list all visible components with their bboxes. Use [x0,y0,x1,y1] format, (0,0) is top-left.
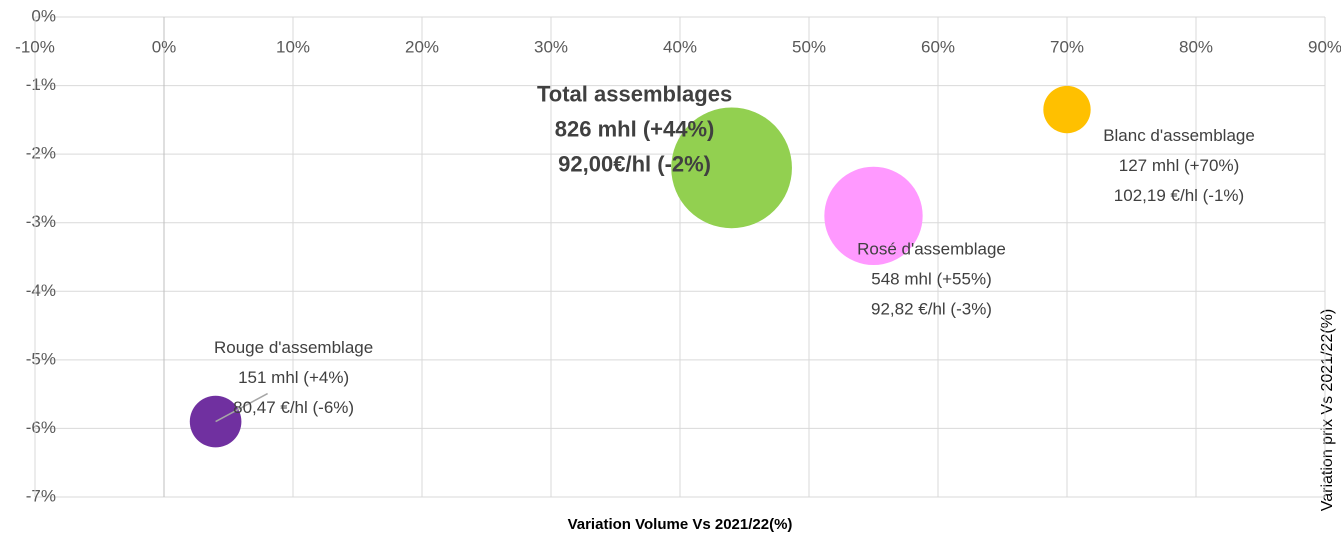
y-tick-label: -5% [26,349,56,368]
x-tick-label: 20% [405,37,439,56]
y-tick-label: -7% [26,486,56,505]
data-label: 80,47 €/hl (-6%) [233,398,354,417]
y-tick-label: -2% [26,144,56,163]
data-label: 548 mhl (+55%) [871,269,991,288]
x-tick-label: 90% [1308,37,1341,56]
data-label: 127 mhl (+70%) [1119,156,1239,175]
data-label-name: Total assemblages [537,82,732,107]
y-tick-label: -4% [26,281,56,300]
data-label-name: Rouge d'assemblage [214,338,373,357]
x-tick-label: 70% [1050,37,1084,56]
y-tick-label: -1% [26,75,56,94]
y-tick-label: -6% [26,418,56,437]
data-label: 151 mhl (+4%) [238,368,349,387]
x-tick-label: 60% [921,37,955,56]
x-tick-label: 10% [276,37,310,56]
data-label: 826 mhl (+44%) [555,117,715,142]
y-tick-label: 0% [31,6,56,25]
bubble [824,166,923,266]
x-axis-title: Variation Volume Vs 2021/22(%) [568,516,793,533]
x-tick-label: 30% [534,37,568,56]
data-label: 92,82 €/hl (-3%) [871,299,992,318]
data-label-name: Rosé d'assemblage [857,239,1006,258]
data-label-name: Blanc d'assemblage [1103,126,1255,145]
data-label: 92,00€/hl (-2%) [558,152,711,177]
x-tick-label: 50% [792,37,826,56]
x-tick-label: -10% [15,37,55,56]
y-tick-label: -3% [26,212,56,231]
x-tick-label: 40% [663,37,697,56]
data-label: 102,19 €/hl (-1%) [1114,186,1244,205]
leader-line [215,392,268,423]
bubble [671,107,792,229]
y-axis-title: Variation prix Vs 2021/22(%) [1319,309,1336,511]
bubble [1043,85,1091,134]
x-tick-label: 0% [152,37,177,56]
x-tick-label: 80% [1179,37,1213,56]
